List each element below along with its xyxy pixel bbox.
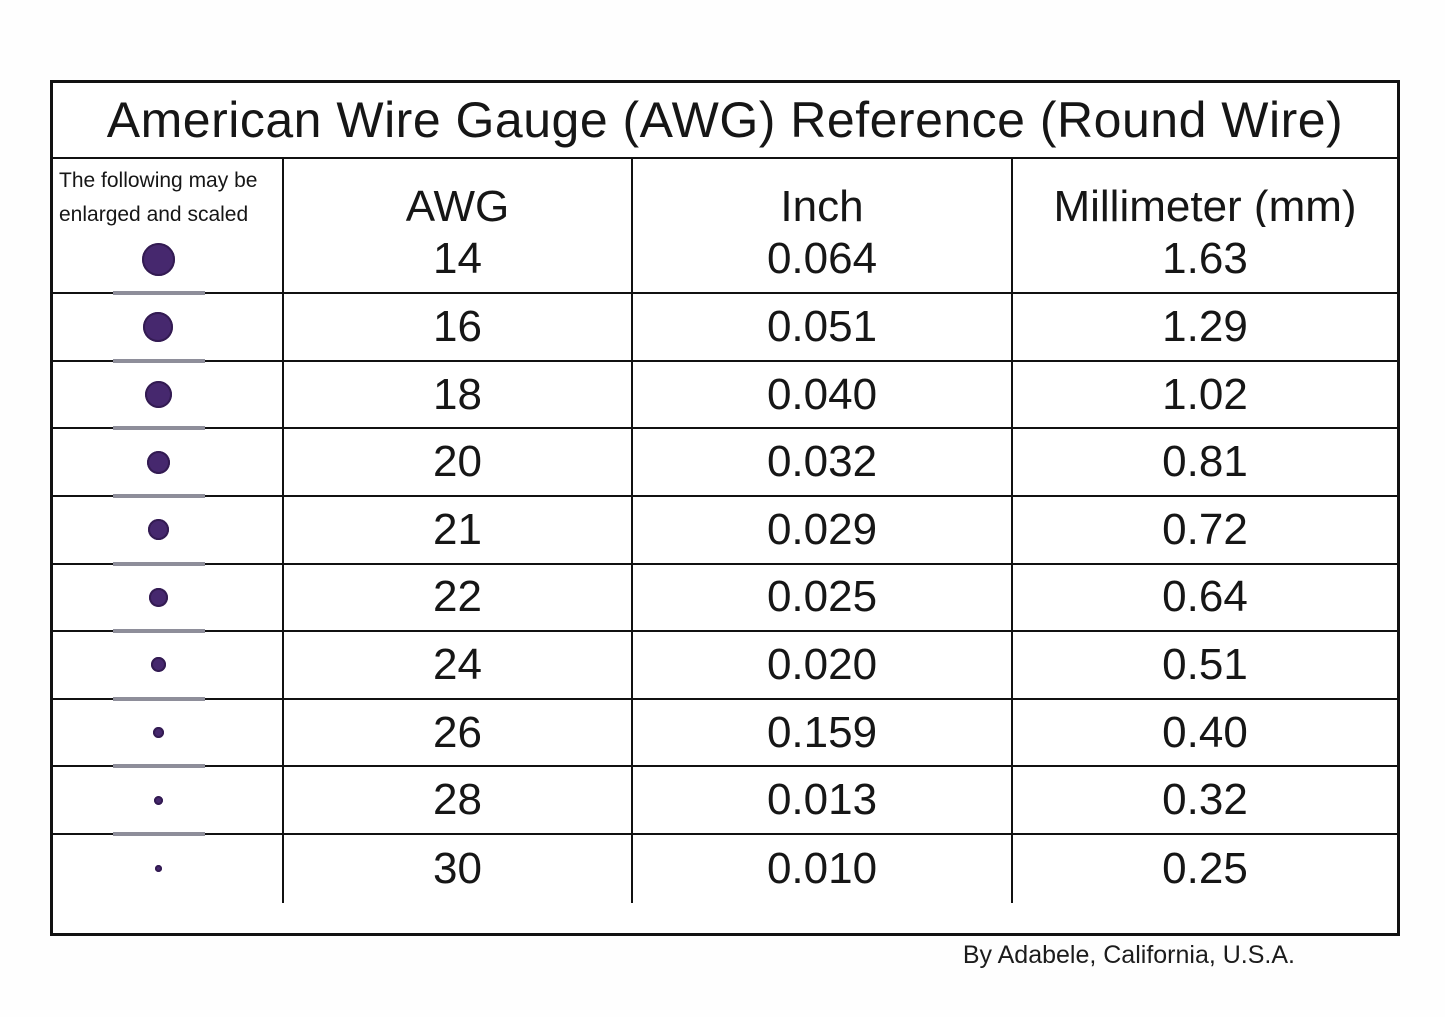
wire-dot [143, 311, 173, 342]
millimeter-value-cell: 0.51 [1013, 632, 1397, 700]
row-divider-dash [113, 629, 205, 634]
wire-size-dot-cell [53, 361, 284, 431]
wire-dot [141, 242, 175, 276]
wire-size-dot-cell [53, 834, 284, 903]
millimeter-value-cell: 1.29 [1013, 294, 1397, 362]
row-divider-dash [113, 831, 205, 836]
wire-size-dot-cell [53, 429, 284, 498]
wire-dot [152, 727, 164, 739]
row-divider-dash [113, 291, 205, 296]
awg-value-cell: 21 [284, 496, 633, 565]
inch-value-cell: 0.032 [633, 429, 1013, 497]
awg-value-cell: 28 [284, 767, 633, 835]
awg-value-cell: 22 [284, 564, 633, 633]
wire-dot [153, 795, 163, 805]
inch-value-cell: 0.013 [633, 767, 1013, 835]
row-divider-dash [113, 696, 205, 701]
inch-value-cell: 0.025 [633, 564, 1013, 633]
table-grid: The following may be enlarged and scaled… [53, 159, 1397, 903]
wire-size-dot-cell [53, 294, 284, 363]
row-divider-dash [113, 764, 205, 769]
wire-dot [146, 450, 170, 474]
millimeter-value-cell: 1.63 [1013, 226, 1397, 295]
wire-size-dot-cell [53, 564, 284, 634]
wire-dot [150, 657, 166, 673]
row-divider-dash [113, 561, 205, 566]
millimeter-value-cell: 0.32 [1013, 767, 1397, 835]
millimeter-value-cell: 1.02 [1013, 361, 1397, 430]
wire-size-dot-cell [53, 767, 284, 836]
wire-size-dot-cell [53, 496, 284, 566]
wire-size-dot-cell [53, 632, 284, 701]
inch-value-cell: 0.020 [633, 632, 1013, 700]
awg-reference-table: American Wire Gauge (AWG) Reference (Rou… [50, 80, 1400, 936]
inch-value-cell: 0.051 [633, 294, 1013, 362]
inch-value-cell: 0.029 [633, 496, 1013, 565]
attribution-text: By Adabele, California, U.S.A. [962, 941, 1295, 969]
millimeter-value-cell: 0.25 [1013, 834, 1397, 903]
wire-dot [144, 381, 172, 409]
inch-value-cell: 0.064 [633, 226, 1013, 295]
awg-value-cell: 24 [284, 632, 633, 700]
row-divider-dash [113, 358, 205, 363]
row-divider-dash [113, 493, 205, 498]
wire-size-dot-cell [53, 226, 284, 296]
inch-value-cell: 0.040 [633, 361, 1013, 430]
table-title: American Wire Gauge (AWG) Reference (Rou… [106, 92, 1344, 148]
inch-value-cell: 0.159 [633, 699, 1013, 768]
row-divider-dash [113, 426, 205, 431]
awg-value-cell: 18 [284, 361, 633, 430]
awg-value-cell: 14 [284, 226, 633, 295]
wire-dot [148, 587, 168, 607]
awg-value-cell: 20 [284, 429, 633, 497]
wire-size-dot-cell [53, 699, 284, 769]
awg-value-cell: 30 [284, 834, 633, 903]
millimeter-value-cell: 0.81 [1013, 429, 1397, 497]
millimeter-value-cell: 0.64 [1013, 564, 1397, 633]
millimeter-value-cell: 0.40 [1013, 699, 1397, 768]
inch-value-cell: 0.010 [633, 834, 1013, 903]
millimeter-value-cell: 0.72 [1013, 496, 1397, 565]
awg-value-cell: 16 [284, 294, 633, 362]
table-title-row: American Wire Gauge (AWG) Reference (Rou… [53, 83, 1397, 159]
wire-dot [154, 865, 162, 873]
awg-value-cell: 26 [284, 699, 633, 768]
wire-dot [147, 519, 169, 541]
